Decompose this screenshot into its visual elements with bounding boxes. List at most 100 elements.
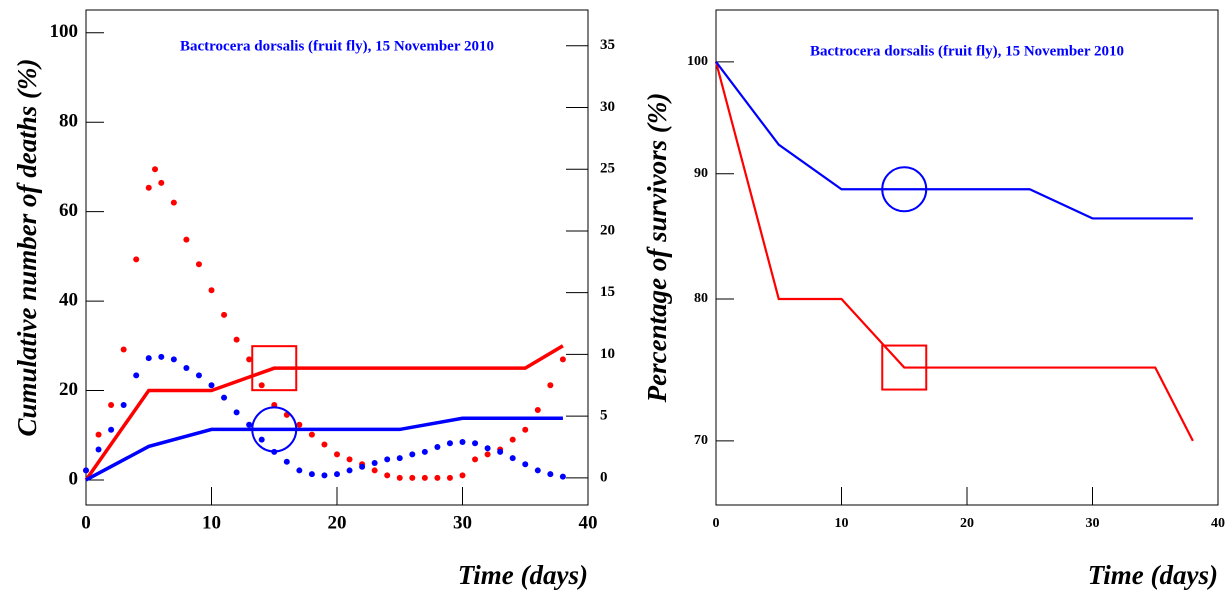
data-point [559,473,566,480]
marker-square [881,344,928,391]
data-point [334,471,340,478]
data-point [170,199,177,206]
x-tick-label: 30 [1086,516,1100,531]
data-point [108,426,115,433]
data-point [246,421,253,428]
y2-tick-label: 20 [600,222,615,238]
y-tick-label: 20 [59,379,78,400]
data-point [484,451,491,458]
x-tick-label: 20 [960,516,974,531]
data-point [384,472,391,479]
data-point [108,402,115,409]
marker-circle [881,166,928,213]
data-point [145,184,152,191]
data-point [246,356,253,363]
data-point [158,179,165,186]
y2-tick-label: 35 [600,37,615,53]
y-axis-label: Cumulative number of deaths (%) [12,58,42,436]
data-point [221,311,228,318]
y-tick-label: 80 [59,111,78,132]
data-point [283,458,290,465]
y-tick-label: 40 [59,289,78,310]
data-point [434,443,441,450]
x-axis-label: Time (days) [1088,560,1218,590]
x-tick-label: 40 [1211,516,1225,531]
x-tick-label: 0 [81,512,91,533]
data-point [296,467,303,474]
data-point [308,431,315,438]
data-point [195,372,202,379]
data-point [334,451,340,458]
chart-title: Bactrocera dorsalis (fruit fly), 15 Nove… [810,43,1124,59]
data-point [145,355,152,362]
data-point [183,236,190,243]
y2-tick-label: 10 [600,346,615,362]
y-tick-label: 100 [50,21,79,42]
data-point [459,472,466,479]
data-point [221,394,228,401]
data-point [421,448,428,455]
data-point [446,440,453,447]
data-point [409,474,416,481]
y-axis-label: Percentage of survivors (%) [642,93,672,404]
data-point [233,336,240,343]
data-point [133,372,140,379]
y2-tick-label: 30 [600,99,615,115]
data-point [95,431,102,438]
data-point [522,461,529,468]
chart-title: Bactrocera dorsalis (fruit fly), 15 Nove… [180,38,494,54]
data-point [509,455,516,462]
data-point [547,471,554,478]
data-point [233,409,240,416]
y-tick-label: 100 [687,54,708,69]
data-point [208,382,215,389]
series-line [715,61,1193,220]
data-point [534,467,541,474]
y-tick-label: 60 [59,200,78,221]
data-point [547,382,554,389]
data-point [95,446,102,453]
x-tick-label: 30 [453,512,472,533]
data-point [258,382,265,389]
data-point [321,472,328,479]
series-line [84,344,564,481]
data-point [522,426,529,433]
data-point [396,474,403,481]
data-point [396,455,403,462]
marker-circle [251,406,298,453]
data-point [152,166,159,173]
series-line [714,61,1194,442]
x-tick-label: 0 [713,516,720,531]
data-point [446,474,453,481]
x-tick-label: 10 [835,516,849,531]
series-line [85,416,563,482]
data-point [484,445,491,452]
y-tick-label: 80 [694,291,708,306]
data-point [359,463,366,470]
data-point [371,467,378,474]
data-point [409,451,416,458]
y-tick-label: 70 [694,433,708,448]
data-point [83,467,89,474]
data-point [384,456,391,463]
x-tick-label: 20 [328,512,347,533]
data-point [509,436,516,443]
data-point [559,356,566,363]
data-point [472,456,479,463]
y2-tick-label: 15 [600,284,615,300]
data-point [133,256,140,263]
data-point [459,439,466,446]
data-point [421,474,428,481]
x-tick-label: 40 [579,512,598,533]
data-point [321,441,328,448]
y-tick-label: 90 [694,166,708,181]
x-axis-label: Time (days) [458,560,588,590]
y2-tick-label: 25 [600,161,615,177]
data-point [434,474,441,481]
y2-tick-label: 5 [600,408,608,424]
data-point [120,402,127,409]
data-point [120,346,127,353]
y2-tick-label: 0 [600,469,608,485]
